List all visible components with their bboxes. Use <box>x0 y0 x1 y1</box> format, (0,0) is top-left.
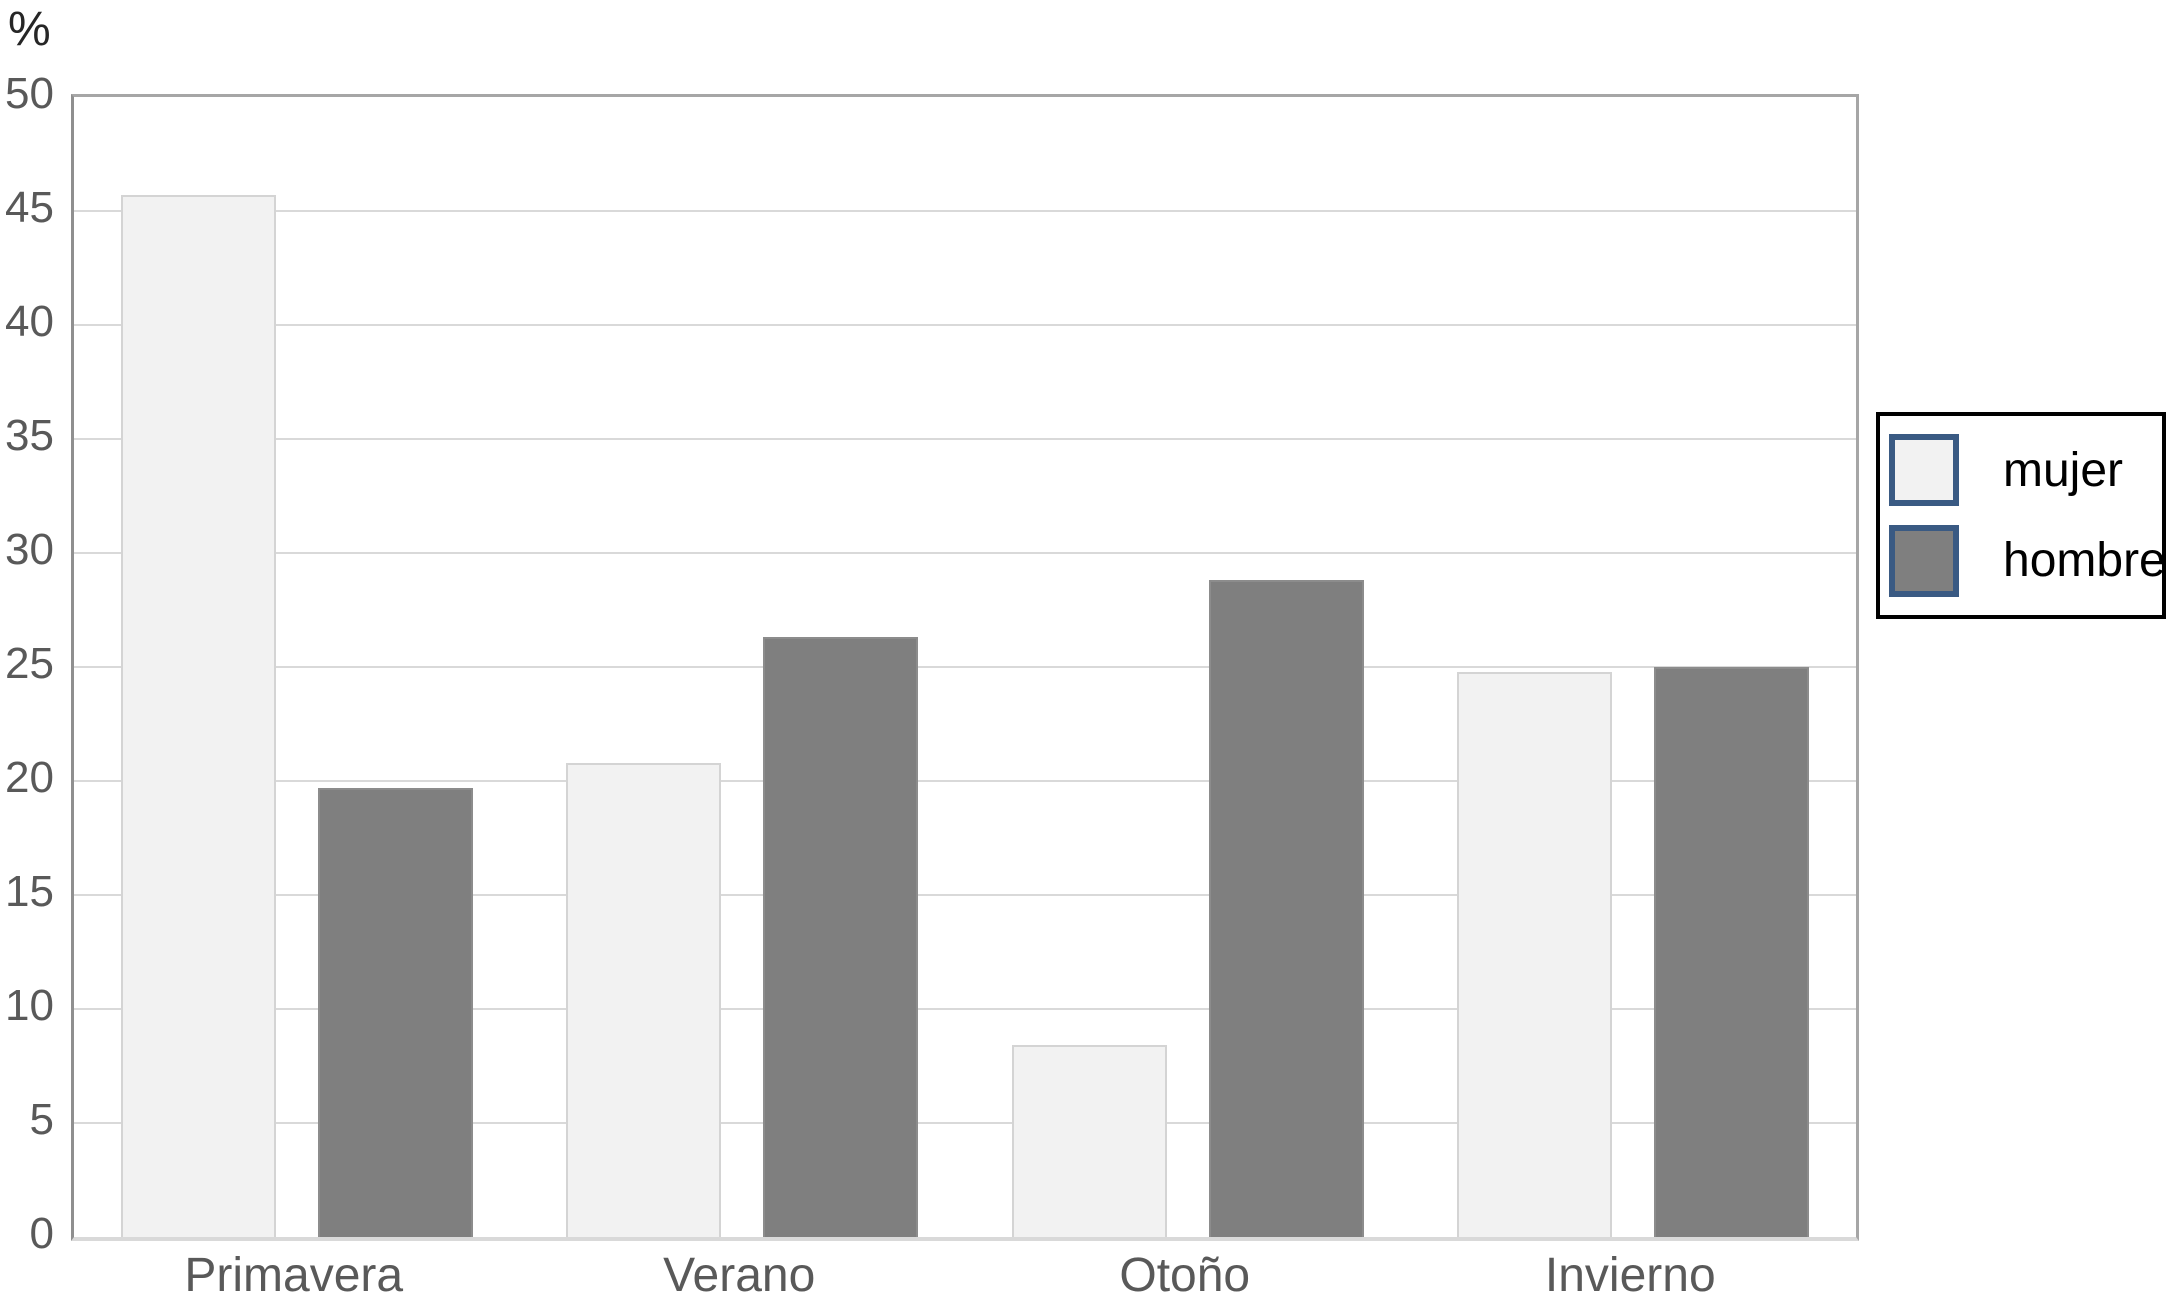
y-tick-label-0: 0 <box>29 1209 54 1258</box>
y-tick-label-10: 10 <box>5 981 54 1030</box>
y-tick-label-35: 35 <box>5 411 54 460</box>
y-tick-label-5: 5 <box>29 1095 54 1144</box>
gridline-10 <box>74 1008 1856 1010</box>
gridline-35 <box>74 438 1856 440</box>
bar-hombre-invierno <box>1654 667 1810 1237</box>
y-tick-label-50: 50 <box>5 69 54 118</box>
bar-hombre-verano <box>763 637 919 1237</box>
x-tick-label-otoño: Otoño <box>1119 1249 1251 1302</box>
bar-mujer-otoño <box>1011 1045 1167 1237</box>
x-tick-label-primavera: Primavera <box>184 1249 404 1302</box>
y-tick-label-25: 25 <box>5 639 54 688</box>
y-tick-label-40: 40 <box>5 297 54 346</box>
legend-swatch-hombre <box>1889 524 1959 597</box>
gridline-30 <box>74 552 1856 554</box>
gridline-45 <box>74 210 1856 212</box>
bar-mujer-primavera <box>120 195 276 1237</box>
y-tick-label-45: 45 <box>5 183 54 232</box>
legend-item-mujer: mujer <box>1889 434 2162 507</box>
x-tick-label-invierno: Invierno <box>1544 1249 1716 1302</box>
gridline-40 <box>74 324 1856 326</box>
bar-hombre-primavera <box>317 788 473 1237</box>
bar-mujer-verano <box>566 763 722 1237</box>
gridline-20 <box>74 780 1856 782</box>
legend-item-hombre: hombre <box>1889 524 2166 597</box>
y-axis-unit-label: % <box>8 3 51 56</box>
bar-hombre-otoño <box>1208 580 1364 1237</box>
y-tick-label-30: 30 <box>5 525 54 574</box>
legend-label-hombre: hombre <box>2003 534 2166 588</box>
gridline-5 <box>74 1122 1856 1124</box>
gridline-15 <box>74 894 1856 896</box>
legend-label-mujer: mujer <box>2003 443 2124 497</box>
y-tick-label-20: 20 <box>5 753 54 802</box>
plot-area <box>71 94 1859 1241</box>
y-tick-label-15: 15 <box>5 867 54 916</box>
legend-swatch-mujer <box>1889 434 1959 507</box>
x-tick-label-verano: Verano <box>663 1249 816 1302</box>
bar-mujer-invierno <box>1457 672 1613 1237</box>
gridline-25 <box>74 666 1856 668</box>
legend: mujer hombre <box>1876 412 2166 619</box>
